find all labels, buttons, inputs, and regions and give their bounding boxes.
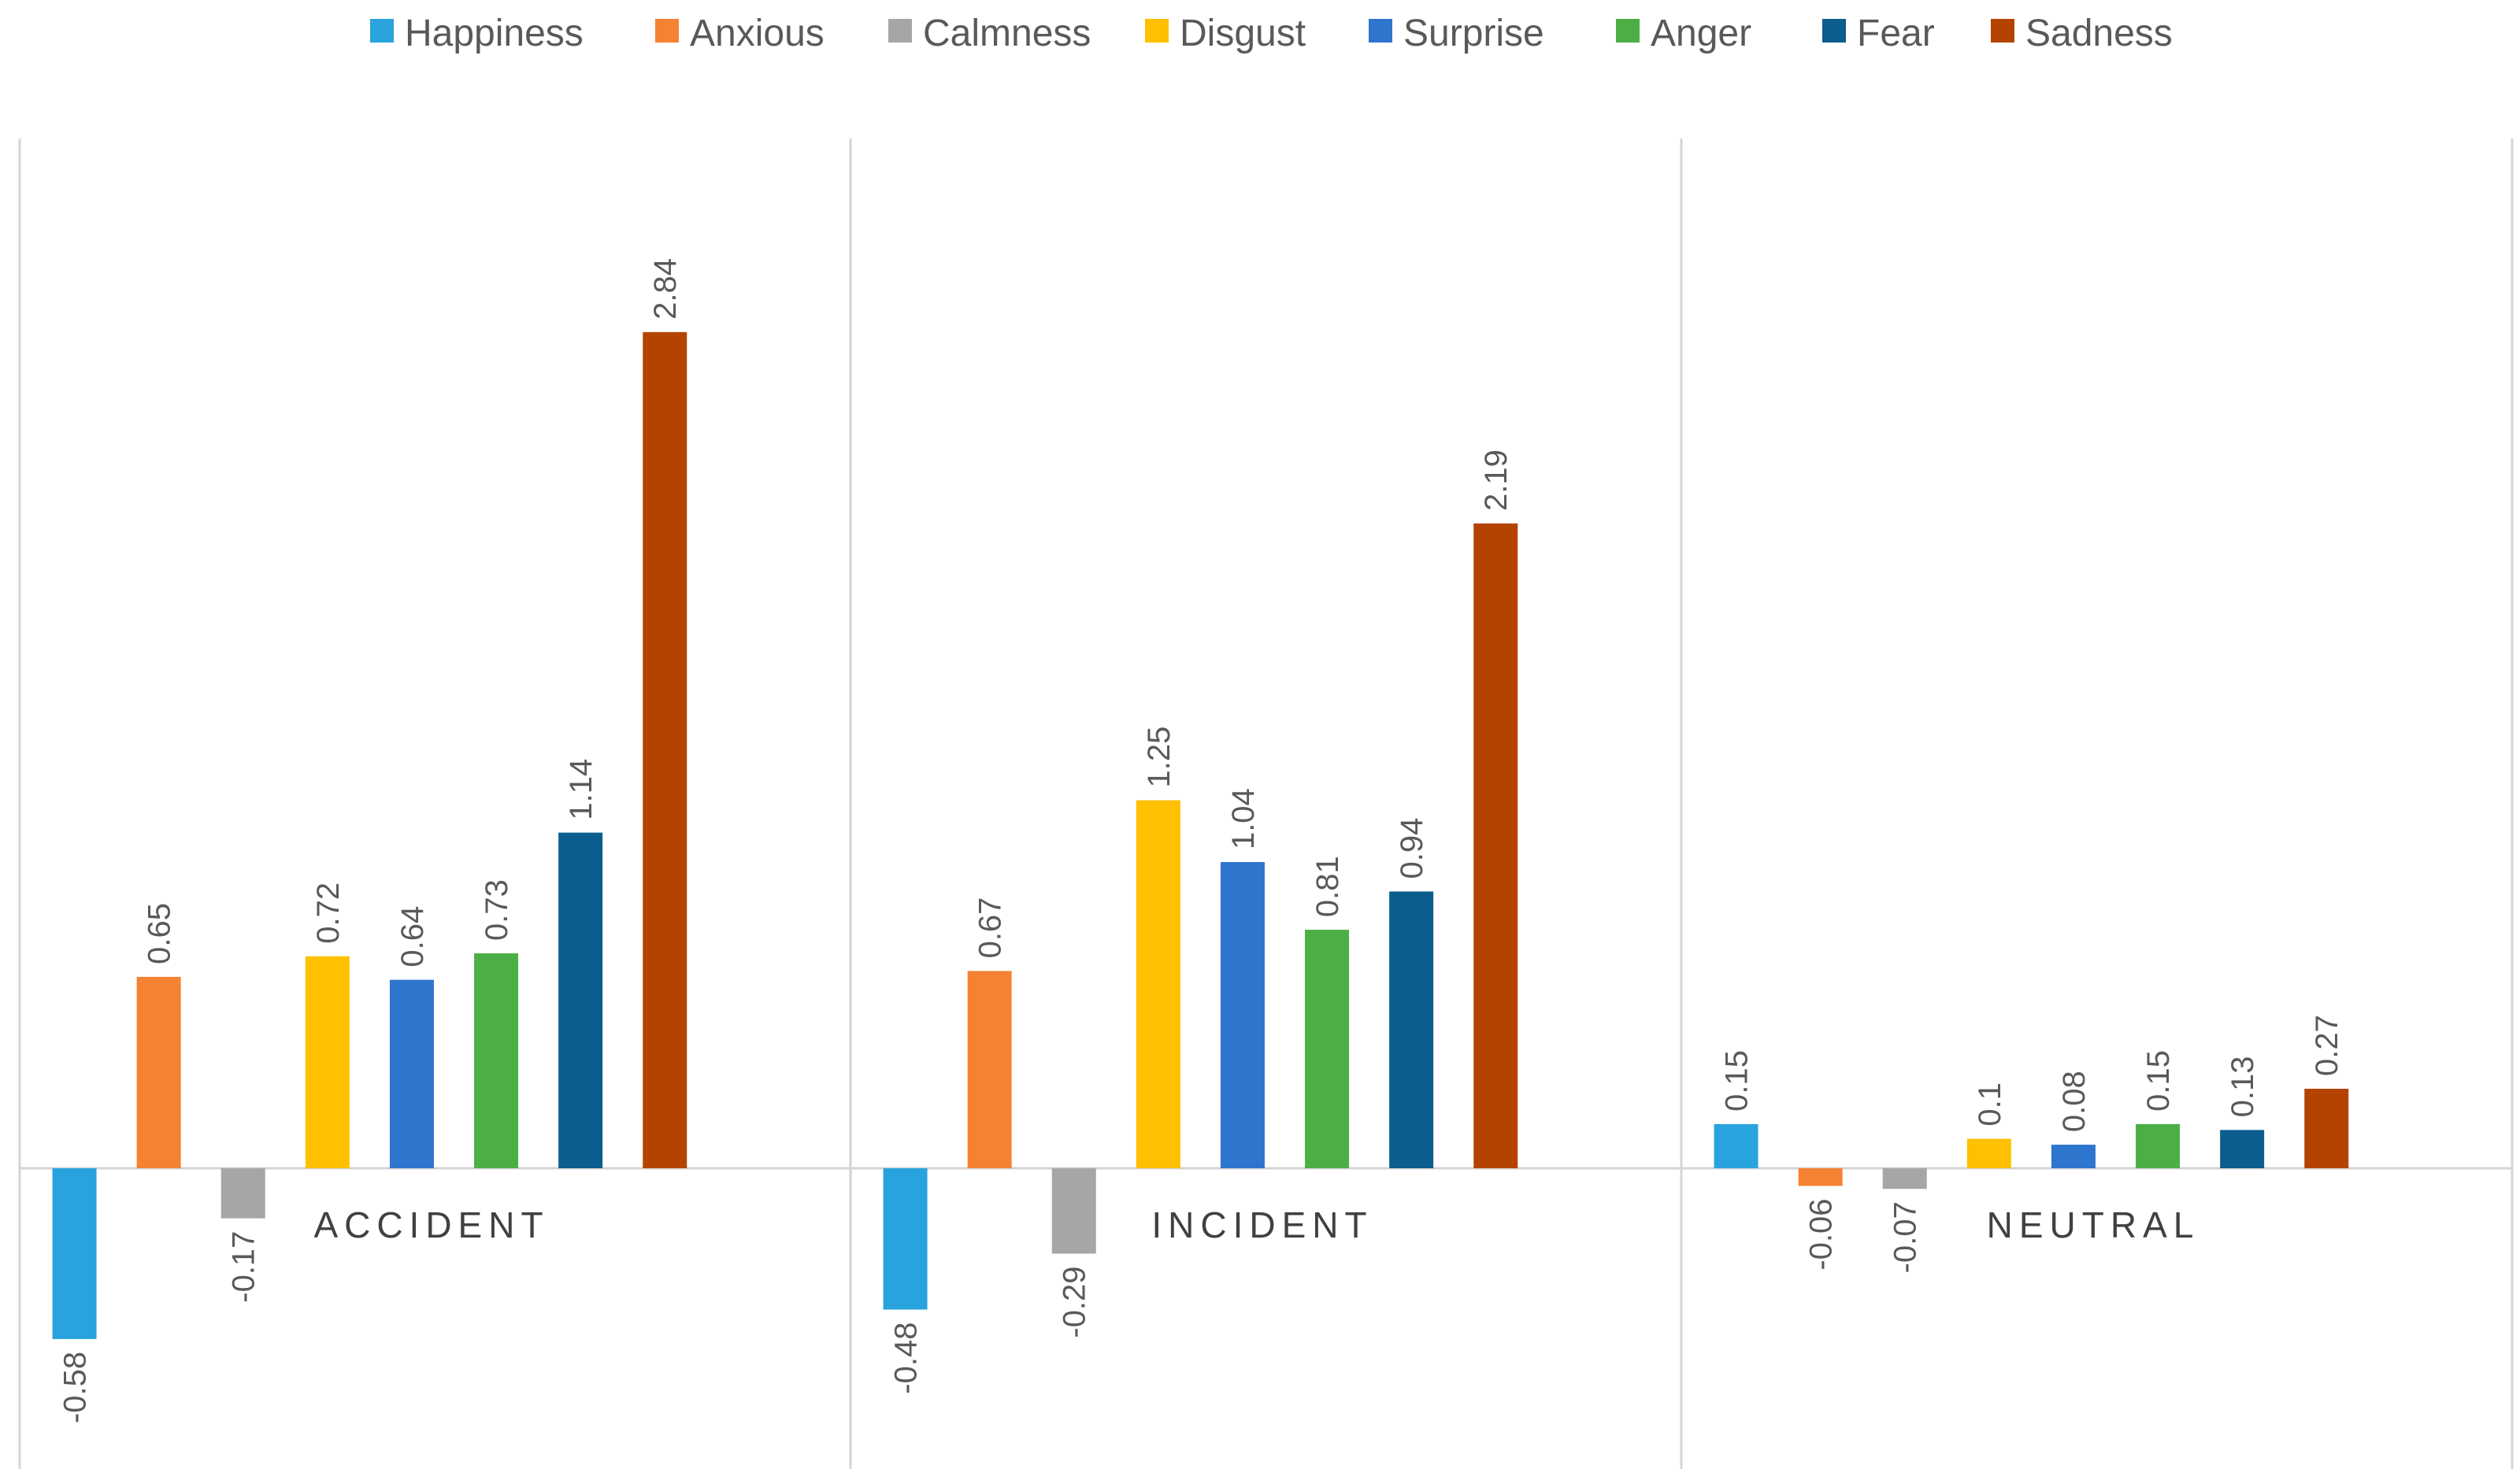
data-label-incident-fear: 0.94 <box>1395 818 1429 879</box>
bar-accident-anxious <box>136 976 181 1168</box>
bar-incident-surprise <box>1220 862 1265 1168</box>
legend-swatch-calmness <box>888 19 912 43</box>
data-label-incident-calmness: -0.29 <box>1058 1266 1092 1338</box>
legend-item-calmness: Calmness <box>888 13 1091 54</box>
bar-incident-disgust <box>1136 800 1180 1168</box>
legend-label-anger: Anger <box>1651 13 1751 54</box>
category-label-neutral: NEUTRAL <box>1987 1204 2200 1245</box>
legend-swatch-anger <box>1616 19 1640 43</box>
legend-label-calmness: Calmness <box>923 13 1091 54</box>
bar-accident-surprise <box>389 979 434 1168</box>
legend-label-fear: Fear <box>1857 13 1935 54</box>
bar-accident-fear <box>558 832 603 1168</box>
category-label-accident: ACCIDENT <box>313 1204 549 1245</box>
bar-neutral-happiness <box>1714 1123 1758 1168</box>
legend-item-happiness: Happiness <box>370 13 584 54</box>
data-label-neutral-anxious: -0.06 <box>1804 1198 1839 1270</box>
bar-neutral-anxious <box>1798 1168 1843 1186</box>
data-label-incident-disgust: 1.25 <box>1142 727 1177 788</box>
data-label-accident-calmness: -0.17 <box>227 1231 261 1303</box>
legend-swatch-disgust <box>1145 19 1169 43</box>
legend-item-anger: Anger <box>1616 13 1751 54</box>
data-label-accident-happiness: -0.58 <box>58 1352 93 1423</box>
legend-item-surprise: Surprise <box>1369 13 1544 54</box>
data-label-accident-anger: 0.73 <box>480 879 514 941</box>
bar-neutral-anger <box>2136 1123 2181 1168</box>
data-label-accident-anxious: 0.65 <box>143 903 177 964</box>
bar-neutral-sadness <box>2304 1089 2349 1168</box>
category-label-incident: INCIDENT <box>1151 1204 1373 1245</box>
legend-label-sadness: Sadness <box>2025 13 2173 54</box>
legend-swatch-anxious <box>655 19 679 43</box>
data-label-incident-anger: 0.81 <box>1310 856 1345 917</box>
data-label-incident-sadness: 2.19 <box>1479 450 1514 511</box>
data-label-neutral-fear: 0.13 <box>2225 1056 2260 1118</box>
legend-label-anxious: Anxious <box>690 13 825 54</box>
legend-label-disgust: Disgust <box>1180 13 1306 54</box>
data-labels: -0.58 0.65 -0.17 0.72 0.64 0.73 1.14 2.84 -0.48 0… <box>58 258 2345 1423</box>
bar-incident-anger <box>1305 930 1350 1168</box>
bar-neutral-fear <box>2220 1130 2265 1168</box>
bar-neutral-disgust <box>1966 1138 2011 1168</box>
data-label-neutral-disgust: 0.1 <box>1973 1082 2007 1127</box>
data-label-accident-fear: 1.14 <box>564 759 598 820</box>
bars <box>52 331 2349 1339</box>
legend-item-disgust: Disgust <box>1145 13 1306 54</box>
bar-accident-happiness <box>52 1168 97 1339</box>
bar-incident-fear <box>1389 891 1434 1168</box>
data-label-accident-sadness: 2.84 <box>648 258 683 320</box>
legend-label-happiness: Happiness <box>405 13 584 54</box>
data-label-accident-disgust: 0.72 <box>311 882 346 944</box>
legend-item-anxious: Anxious <box>655 13 825 54</box>
data-label-incident-anxious: 0.67 <box>973 897 1008 959</box>
plot-frame <box>18 139 2514 1469</box>
legend-item-fear: Fear <box>1822 13 1935 54</box>
bar-neutral-calmness <box>1882 1168 1927 1190</box>
data-label-neutral-anger: 0.15 <box>2141 1050 2176 1112</box>
data-label-neutral-surprise: 0.08 <box>2057 1071 2092 1132</box>
legend: Happiness Anxious Calmness Disgust Surprise A… <box>370 13 2173 54</box>
data-label-neutral-happiness: 0.15 <box>1720 1050 1755 1112</box>
bar-accident-disgust <box>305 956 350 1168</box>
legend-swatch-sadness <box>1991 19 2014 43</box>
legend-item-sadness: Sadness <box>1991 13 2173 54</box>
data-label-neutral-calmness: -0.07 <box>1888 1201 1923 1273</box>
category-labels: ACCIDENT INCIDENT NEUTRAL <box>313 1204 2200 1245</box>
bar-accident-sadness <box>643 331 687 1169</box>
bar-incident-happiness <box>883 1168 928 1310</box>
legend-swatch-happiness <box>370 19 394 43</box>
bar-incident-sadness <box>1473 523 1518 1168</box>
legend-swatch-surprise <box>1369 19 1392 43</box>
data-label-accident-surprise: 0.64 <box>395 906 430 968</box>
bar-accident-calmness <box>220 1168 265 1219</box>
bar-accident-anger <box>474 953 519 1168</box>
data-label-incident-surprise: 1.04 <box>1226 788 1261 849</box>
data-label-incident-happiness: -0.48 <box>889 1323 924 1394</box>
bar-incident-calmness <box>1051 1168 1096 1254</box>
legend-label-surprise: Surprise <box>1403 13 1544 54</box>
bar-incident-anxious <box>967 971 1012 1168</box>
bar-neutral-surprise <box>2051 1145 2096 1168</box>
data-label-neutral-sadness: 0.27 <box>2310 1015 2344 1076</box>
legend-swatch-fear <box>1822 19 1846 43</box>
